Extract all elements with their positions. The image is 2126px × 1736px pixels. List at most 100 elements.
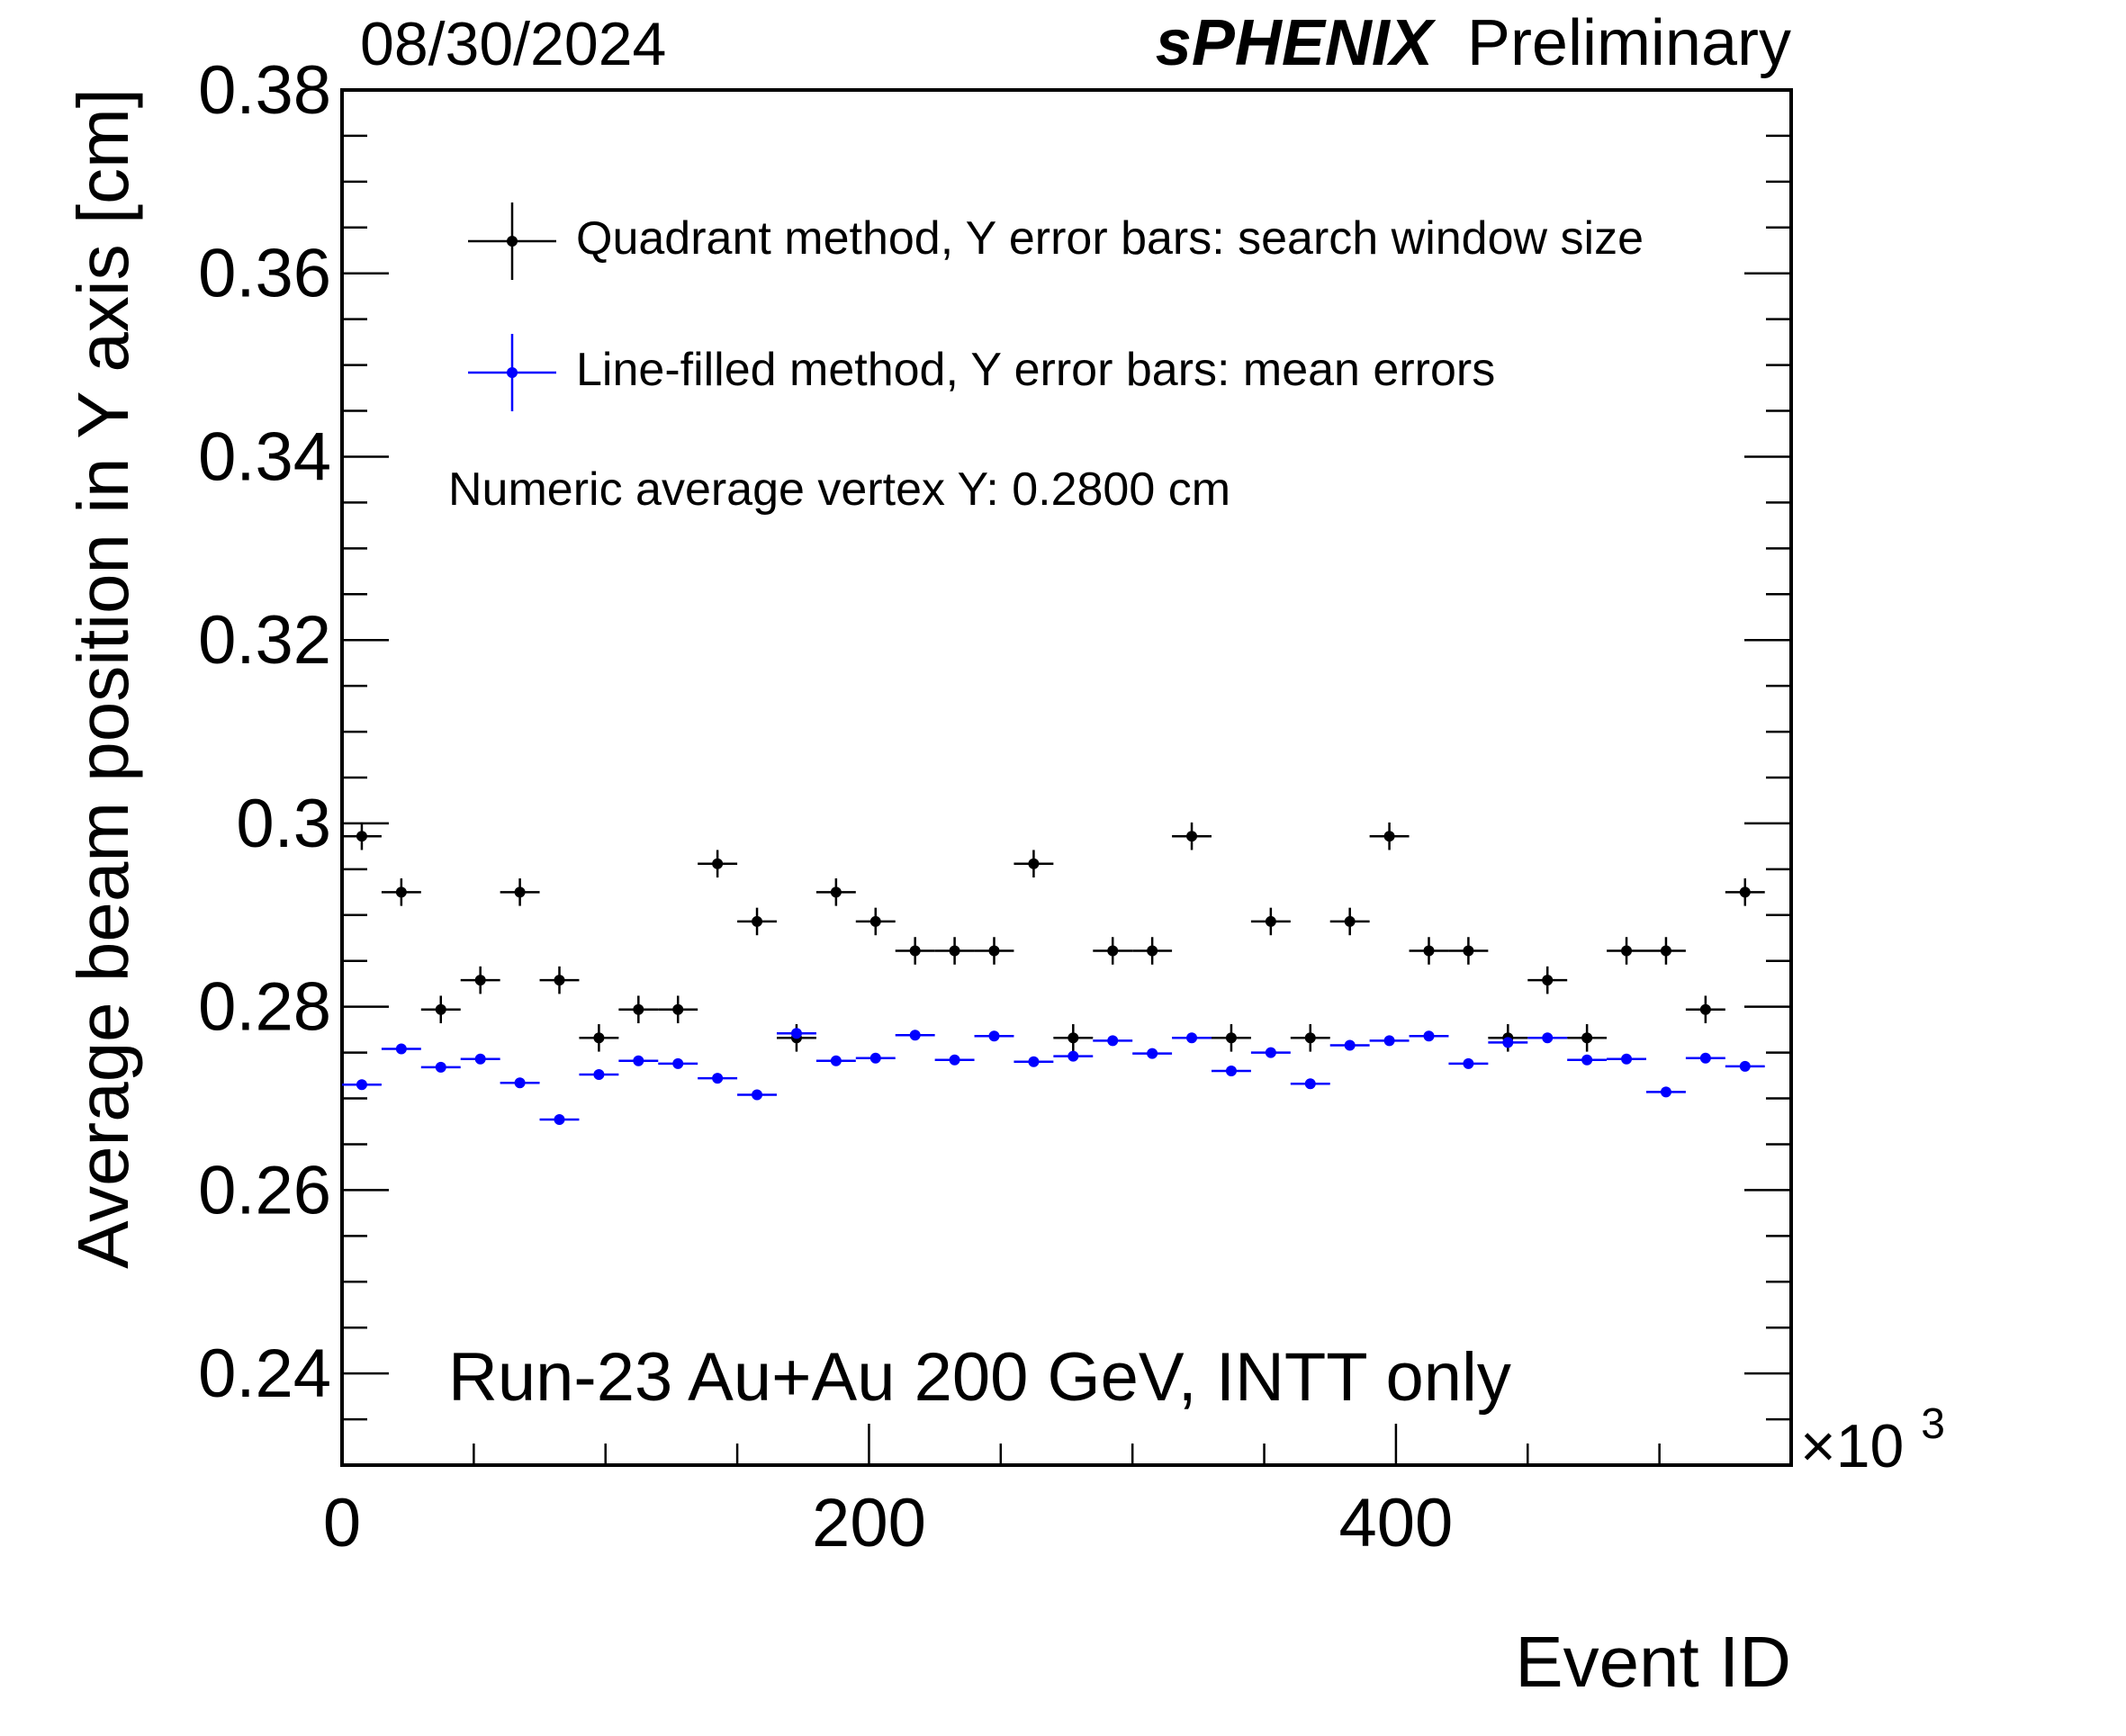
data-point xyxy=(895,1030,935,1041)
data-point xyxy=(342,1079,382,1091)
data-marker xyxy=(633,1055,644,1066)
data-point xyxy=(1685,1052,1725,1064)
data-point xyxy=(342,822,382,850)
legend-marker-line-filled xyxy=(468,334,556,411)
legend-marker-quadrant xyxy=(468,202,556,280)
data-marker xyxy=(435,1003,446,1015)
plot-frame xyxy=(340,88,1793,1467)
data-point xyxy=(934,937,975,965)
data-marker xyxy=(435,1061,446,1073)
data-point xyxy=(1409,937,1449,965)
data-point xyxy=(1132,1048,1173,1059)
data-point xyxy=(1725,1060,1765,1072)
legend-label-quadrant: Quadrant method, Y error bars: search wi… xyxy=(576,212,1644,265)
data-marker xyxy=(1621,1053,1633,1065)
y-tick-label: 0.38 xyxy=(198,52,331,129)
data-marker xyxy=(790,1028,802,1039)
data-marker xyxy=(1265,1047,1276,1058)
data-point xyxy=(381,1043,421,1055)
data-point xyxy=(1329,907,1370,936)
data-point xyxy=(1646,937,1686,965)
data-point xyxy=(1212,1065,1251,1076)
data-point xyxy=(1053,1024,1094,1052)
data-point xyxy=(815,878,856,906)
data-point xyxy=(974,1030,1014,1042)
data-point xyxy=(777,1028,816,1039)
data-point xyxy=(500,878,540,906)
y-axis-label: Average beam position in Y axis [cm] xyxy=(63,88,143,1269)
data-marker xyxy=(1581,1032,1593,1044)
data-marker xyxy=(909,945,921,957)
x-tick-label: 400 xyxy=(1339,1485,1454,1561)
data-marker xyxy=(474,975,486,986)
data-point xyxy=(1013,1056,1054,1067)
data-marker xyxy=(1542,1032,1554,1044)
y-tick-labels: 0.24 0.26 0.28 0.3 0.32 0.34 0.36 0.38 xyxy=(198,52,331,1412)
y-tick-label: 0.26 xyxy=(198,1152,331,1228)
quadrant-series xyxy=(342,822,1765,1052)
data-marker xyxy=(514,1077,526,1089)
data-point xyxy=(1250,907,1291,936)
y-tick-label: 0.34 xyxy=(198,418,331,495)
data-point xyxy=(1250,1047,1291,1058)
data-point xyxy=(1212,1024,1251,1052)
data-point xyxy=(1725,878,1765,906)
data-point xyxy=(1172,1032,1212,1044)
data-marker xyxy=(712,1073,724,1084)
data-point xyxy=(618,1055,659,1066)
x-tick-label: 200 xyxy=(812,1485,926,1561)
data-point xyxy=(855,1052,896,1064)
data-point xyxy=(1448,937,1489,965)
data-point xyxy=(815,1055,856,1066)
data-point xyxy=(855,907,896,936)
data-point xyxy=(460,966,500,994)
data-marker xyxy=(752,915,763,927)
data-marker xyxy=(554,975,565,986)
data-marker xyxy=(514,886,526,898)
data-marker xyxy=(1186,831,1198,842)
data-point xyxy=(1093,1035,1133,1047)
data-point xyxy=(974,937,1014,965)
data-point xyxy=(1527,1032,1568,1044)
data-marker xyxy=(395,1043,407,1055)
data-marker xyxy=(1028,1056,1040,1067)
data-marker xyxy=(1147,945,1158,957)
data-marker xyxy=(1344,915,1356,927)
data-marker xyxy=(949,945,960,957)
data-point xyxy=(1448,1057,1489,1069)
data-marker xyxy=(593,1069,605,1081)
data-marker xyxy=(909,1030,921,1041)
data-marker xyxy=(672,1057,684,1069)
data-marker xyxy=(672,1003,684,1015)
experiment-label: sPHENIX Preliminary xyxy=(1156,7,1791,79)
data-marker xyxy=(1225,1065,1237,1076)
data-marker xyxy=(752,1089,763,1101)
data-marker xyxy=(1265,915,1276,927)
data-point xyxy=(1053,1050,1094,1062)
data-point xyxy=(895,937,935,965)
data-marker xyxy=(1660,945,1671,957)
data-point xyxy=(1567,1024,1608,1052)
data-marker xyxy=(1383,831,1395,842)
data-point xyxy=(420,1061,461,1073)
data-point xyxy=(658,995,698,1024)
y-tick-label: 0.24 xyxy=(198,1336,331,1412)
data-marker xyxy=(1463,1057,1474,1069)
data-marker xyxy=(988,945,1000,957)
data-marker xyxy=(356,1079,367,1091)
axis-ticks xyxy=(340,88,1793,1467)
data-marker xyxy=(356,831,367,842)
x-multiplier-exponent: 3 xyxy=(1921,1400,1945,1448)
data-point xyxy=(381,878,421,906)
run-annotation: Run-23 Au+Au 200 GeV, INTT only xyxy=(448,1339,1511,1416)
data-marker xyxy=(1225,1032,1237,1044)
data-marker xyxy=(1107,1035,1119,1047)
status-label: Preliminary xyxy=(1467,7,1791,79)
data-marker xyxy=(395,886,407,898)
data-point xyxy=(618,995,659,1024)
data-point xyxy=(1488,1037,1528,1048)
data-point xyxy=(1369,1035,1410,1047)
legend: Quadrant method, Y error bars: search wi… xyxy=(468,202,1644,411)
data-point xyxy=(1369,822,1410,850)
data-marker xyxy=(593,1032,605,1044)
